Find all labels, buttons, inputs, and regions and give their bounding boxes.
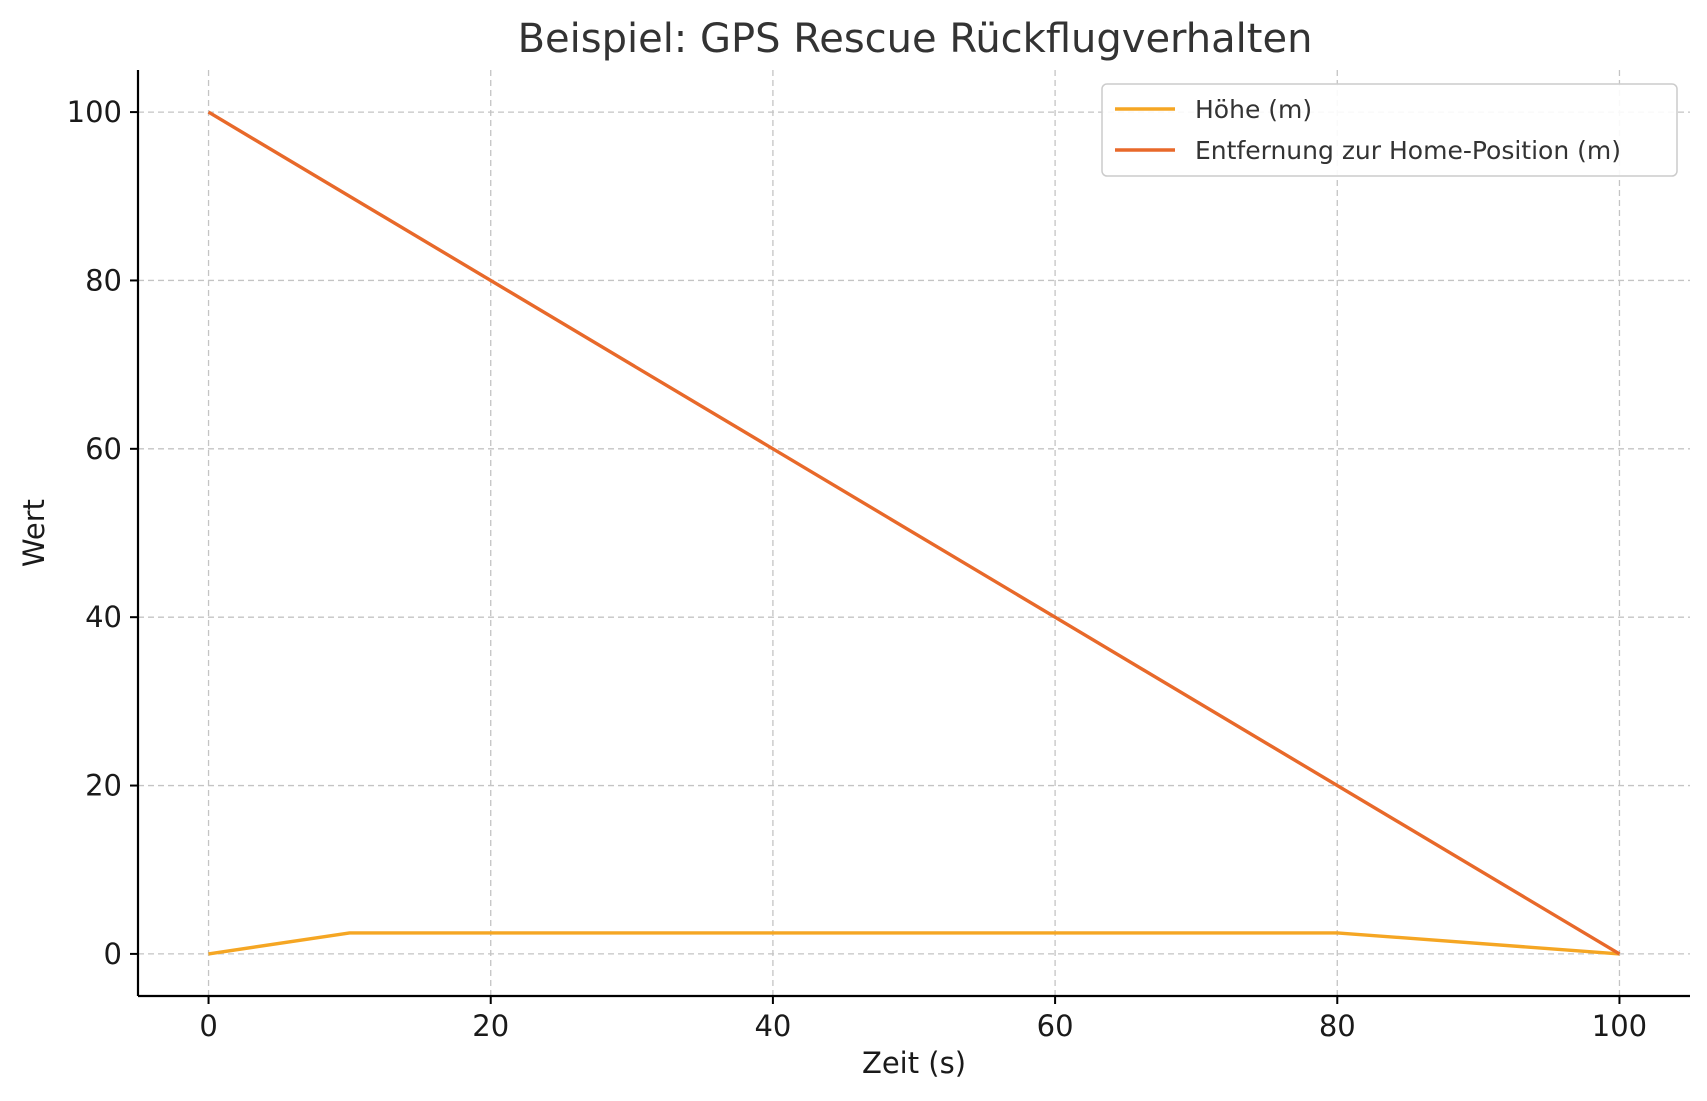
y-tick-label: 0 xyxy=(104,937,122,971)
y-tick-label: 20 xyxy=(85,769,122,803)
legend-label-0: Höhe (m) xyxy=(1195,95,1312,124)
axis-ticks: 0 20 40 60 80 100 0 20 40 60 80 100 xyxy=(67,95,1647,1043)
x-tick-label: 80 xyxy=(1319,1009,1356,1043)
series-lines xyxy=(207,110,1621,956)
y-tick-label: 60 xyxy=(85,432,122,466)
legend-box xyxy=(1101,83,1678,177)
y-axis-label: Wert xyxy=(17,499,51,567)
y-tick-label: 40 xyxy=(85,600,122,634)
series-line-0 xyxy=(208,931,1620,956)
x-tick-label: 40 xyxy=(754,1009,791,1043)
y-tick-label: 100 xyxy=(67,95,122,129)
legend: Höhe (m) Entfernung zur Home-Position (m) xyxy=(1101,83,1678,177)
x-axis-label: Zeit (s) xyxy=(862,1046,966,1080)
x-tick-label: 0 xyxy=(199,1009,217,1043)
series-line-1 xyxy=(207,110,1621,956)
x-tick-label: 100 xyxy=(1592,1009,1647,1043)
x-tick-label: 20 xyxy=(472,1009,509,1043)
y-tick-label: 80 xyxy=(85,263,122,297)
chart-title: Beispiel: GPS Rescue Rückflugverhalten xyxy=(518,16,1313,62)
x-tick-label: 60 xyxy=(1037,1009,1074,1043)
legend-label-1: Entfernung zur Home-Position (m) xyxy=(1195,136,1621,165)
